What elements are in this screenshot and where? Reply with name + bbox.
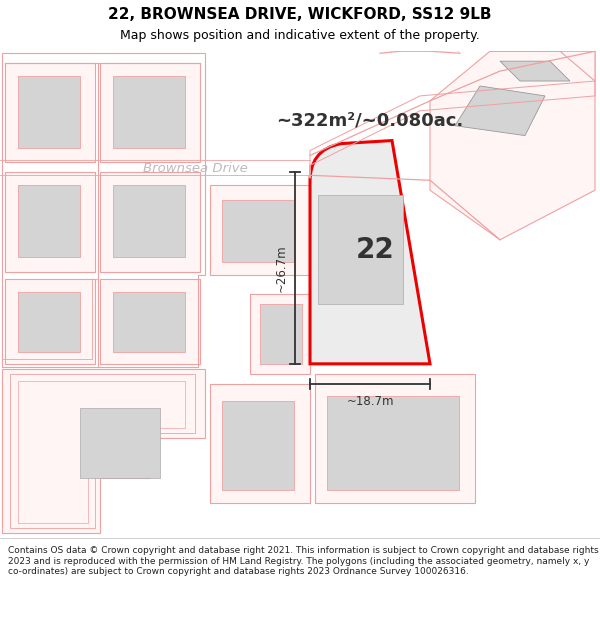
Text: ~322m²/~0.080ac.: ~322m²/~0.080ac. [277, 112, 464, 130]
Bar [5, 63, 95, 162]
Text: ~26.7m: ~26.7m [275, 244, 287, 292]
Bar [327, 396, 459, 490]
Bar [318, 195, 403, 304]
Bar [80, 409, 160, 478]
Bar [5, 279, 95, 364]
Bar [210, 384, 310, 503]
Text: Brownsea Drive: Brownsea Drive [143, 162, 247, 175]
Text: Contains OS data © Crown copyright and database right 2021. This information is : Contains OS data © Crown copyright and d… [8, 546, 599, 576]
Bar [113, 76, 185, 148]
Bar [5, 173, 95, 271]
Polygon shape [2, 369, 205, 532]
Bar [113, 185, 185, 257]
FancyArrowPatch shape [392, 32, 458, 51]
Bar [18, 292, 80, 352]
Bar [260, 304, 302, 364]
Polygon shape [500, 61, 570, 81]
Bar [250, 294, 310, 374]
Bar [222, 200, 294, 262]
Bar [210, 185, 310, 274]
Text: Map shows position and indicative extent of the property.: Map shows position and indicative extent… [120, 29, 480, 42]
Text: 22: 22 [356, 236, 394, 264]
Text: ~18.7m: ~18.7m [346, 395, 394, 408]
Polygon shape [430, 51, 595, 240]
Bar [18, 185, 80, 257]
Bar [100, 173, 200, 271]
Polygon shape [490, 51, 595, 81]
Bar [100, 279, 200, 364]
PathPatch shape [310, 141, 430, 364]
Bar [113, 292, 185, 352]
Bar [222, 401, 294, 490]
Bar [18, 76, 80, 148]
Bar [315, 374, 475, 503]
Text: 22, BROWNSEA DRIVE, WICKFORD, SS12 9LB: 22, BROWNSEA DRIVE, WICKFORD, SS12 9LB [108, 7, 492, 22]
Bar [100, 63, 200, 162]
Polygon shape [455, 86, 545, 136]
